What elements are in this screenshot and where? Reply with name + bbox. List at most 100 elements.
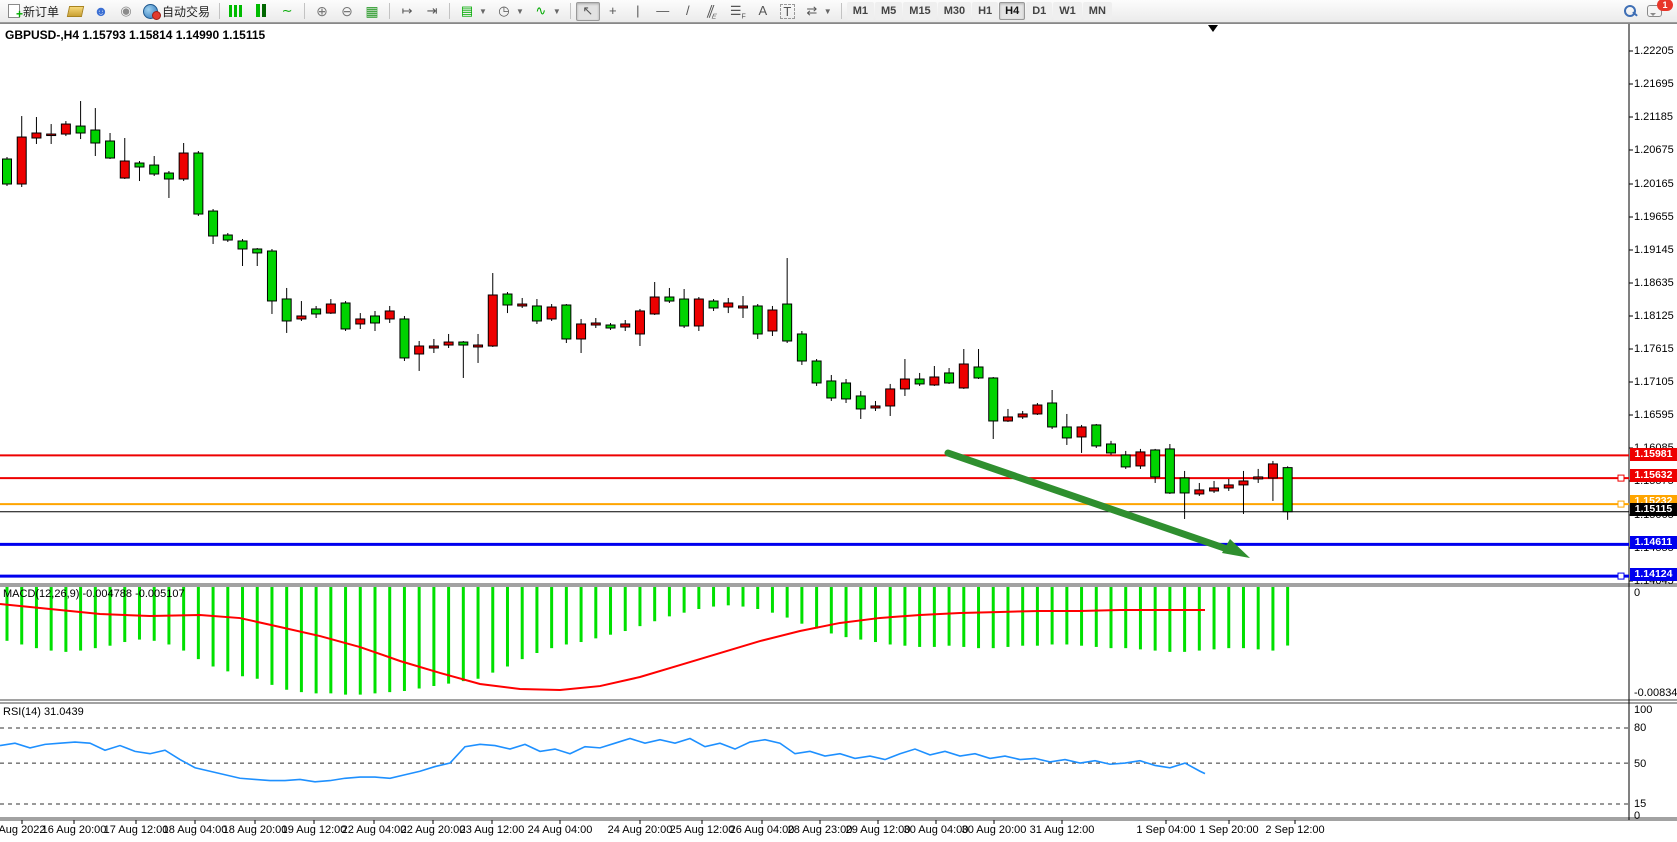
vertical-line-button[interactable]: | xyxy=(626,2,650,21)
toolbar-separator xyxy=(219,3,221,19)
time-axis-label: 1 Sep 04:00 xyxy=(1136,824,1196,836)
period-button[interactable]: ◷ ▼ xyxy=(492,2,528,21)
text-label-icon: T xyxy=(779,3,795,19)
time-axis-label: 22 Aug 20:00 xyxy=(400,824,466,836)
price-tick-label: 1.22205 xyxy=(1634,45,1674,57)
price-line-badge: 1.15632 xyxy=(1630,469,1677,482)
toolbar-separator xyxy=(569,3,571,19)
chart-window[interactable]: GBPUSD-,H4 1.15793 1.15814 1.14990 1.151… xyxy=(0,23,1677,842)
price-tick-label: 1.18125 xyxy=(1634,310,1674,322)
price-tick-label: 1.20675 xyxy=(1634,144,1674,156)
time-axis-label: 24 Aug 04:00 xyxy=(527,824,593,836)
search-button[interactable] xyxy=(1618,2,1642,21)
auto-scroll-button[interactable]: ↦ xyxy=(395,2,419,21)
price-tick-label: 1.21185 xyxy=(1634,111,1673,123)
time-axis-label: 29 Aug 12:00 xyxy=(845,824,911,836)
time-axis-label: 18 Aug 04:00 xyxy=(162,824,228,836)
toolbar-separator xyxy=(389,3,391,19)
time-axis-label: 26 Aug 04:00 xyxy=(729,824,795,836)
timeframe-button-W1[interactable]: W1 xyxy=(1053,2,1082,20)
market-button[interactable] xyxy=(64,2,88,21)
gold-icon xyxy=(66,6,85,17)
timeframe-button-M15[interactable]: M15 xyxy=(903,2,937,20)
text-button[interactable]: A xyxy=(751,2,775,21)
crosshair-button[interactable]: + xyxy=(601,2,625,21)
horizontal-line-icon: — xyxy=(656,3,670,18)
timeframe-group: M1 M5 M15 M30 H1 H4 D1 W1 MN xyxy=(846,2,1112,20)
macd-axis-label: 0 xyxy=(1634,587,1641,599)
tile-windows-button[interactable]: ▦ xyxy=(360,2,384,21)
timeframe-button-D1[interactable]: D1 xyxy=(1026,2,1053,20)
timeframe-button-H1[interactable]: H1 xyxy=(972,2,999,20)
timeframe-button-MN[interactable]: MN xyxy=(1082,2,1112,20)
bar-chart-button[interactable] xyxy=(225,2,249,21)
price-tick-label: 1.21695 xyxy=(1634,78,1674,90)
chevron-down-icon: ▼ xyxy=(823,6,832,16)
channel-icon: ∥E xyxy=(704,3,718,21)
fibonacci-button[interactable]: ☰F xyxy=(726,2,750,21)
new-chart-icon: ▤ xyxy=(460,3,474,18)
price-tick-label: 1.17105 xyxy=(1634,376,1674,388)
notification-badge: 1 xyxy=(1657,0,1673,11)
cursor-button[interactable]: ↖ xyxy=(575,1,600,21)
price-tick-label: 1.19655 xyxy=(1634,211,1674,223)
price-line-badge: 1.14124 xyxy=(1630,568,1677,581)
signal-icon: ◉ xyxy=(120,3,132,18)
price-line-badge: 1.15981 xyxy=(1630,448,1677,461)
globe-icon xyxy=(143,4,159,19)
zoom-out-button[interactable]: ⊖ xyxy=(335,2,359,21)
chart-shift-button[interactable]: ⇥ xyxy=(420,2,444,21)
person-icon: ☻ xyxy=(93,3,109,19)
rsi-axis-label: 80 xyxy=(1634,722,1647,734)
chart-shift-marker[interactable] xyxy=(1208,25,1218,32)
timeframe-button-M30[interactable]: M30 xyxy=(937,2,972,20)
timeframe-button-M1[interactable]: M1 xyxy=(846,2,874,20)
new-order-label: 新订单 xyxy=(23,4,60,19)
price-tick-label: 1.17615 xyxy=(1634,343,1674,355)
time-axis-label: 24 Aug 20:00 xyxy=(607,824,673,836)
macd-indicator-label: MACD(12,26,9) -0.004788 -0.005107 xyxy=(3,588,185,600)
hline-drag-handle[interactable] xyxy=(1617,500,1625,508)
indicators-button[interactable]: ∿ ▼ xyxy=(529,2,565,21)
time-axis-label: 2 Sep 12:00 xyxy=(1265,824,1325,836)
arrows-button[interactable]: ⇄ ▼ xyxy=(800,2,836,21)
new-chart-button[interactable]: ▤ ▼ xyxy=(455,2,491,21)
hline-drag-handle[interactable] xyxy=(1617,474,1625,482)
notifications-button[interactable]: 1 xyxy=(1643,0,1673,21)
price-tick-label: 1.16595 xyxy=(1634,409,1674,421)
timeframe-button-H4[interactable]: H4 xyxy=(999,2,1026,20)
time-axis-label: 18 Aug 20:00 xyxy=(222,824,288,836)
channel-button[interactable]: ∥E xyxy=(701,2,725,21)
line-chart-icon: ∼ xyxy=(281,3,293,18)
time-axis-label: 22 Aug 04:00 xyxy=(341,824,407,836)
price-chart-canvas[interactable] xyxy=(0,24,1677,842)
signals-button[interactable]: ◉ xyxy=(114,2,138,21)
tile-windows-icon: ▦ xyxy=(365,3,379,19)
rsi-indicator-label: RSI(14) 31.0439 xyxy=(3,706,84,718)
text-label-button[interactable]: T xyxy=(776,2,799,21)
clock-icon: ◷ xyxy=(498,3,510,18)
auto-trading-button[interactable]: 自动交易 xyxy=(139,2,214,21)
auto-trading-label: 自动交易 xyxy=(162,4,211,19)
new-order-button[interactable]: 新订单 xyxy=(4,2,63,22)
profile-button[interactable]: ☻ xyxy=(89,2,113,21)
hline-drag-handle[interactable] xyxy=(1617,572,1625,580)
zoom-in-button[interactable]: ⊕ xyxy=(310,2,334,21)
candlestick-button[interactable] xyxy=(250,2,274,21)
rsi-axis-label: 50 xyxy=(1634,758,1647,770)
toolbar-separator xyxy=(449,3,451,19)
horizontal-line-button[interactable]: — xyxy=(651,2,675,21)
main-toolbar: 新订单 ☻ ◉ 自动交易 ∼ ⊕ ⊖ ▦ ↦ ⇥ ▤▼ ◷▼ ∿▼ ↖ + | … xyxy=(0,0,1677,23)
time-axis-label: 16 Aug 20:00 xyxy=(41,824,107,836)
price-tick-label: 1.19145 xyxy=(1634,244,1674,256)
trendline-button[interactable]: / xyxy=(676,2,700,21)
fibonacci-icon: ☰F xyxy=(729,3,746,21)
trendline-icon: / xyxy=(685,3,690,18)
chevron-down-icon: ▼ xyxy=(515,6,524,16)
timeframe-button-M5[interactable]: M5 xyxy=(875,2,903,20)
price-line-badge: 1.14611 xyxy=(1630,536,1677,549)
line-chart-button[interactable]: ∼ xyxy=(275,2,299,21)
rsi-axis-label: 0 xyxy=(1634,810,1641,822)
time-axis-label: 30 Aug 20:00 xyxy=(961,824,1027,836)
